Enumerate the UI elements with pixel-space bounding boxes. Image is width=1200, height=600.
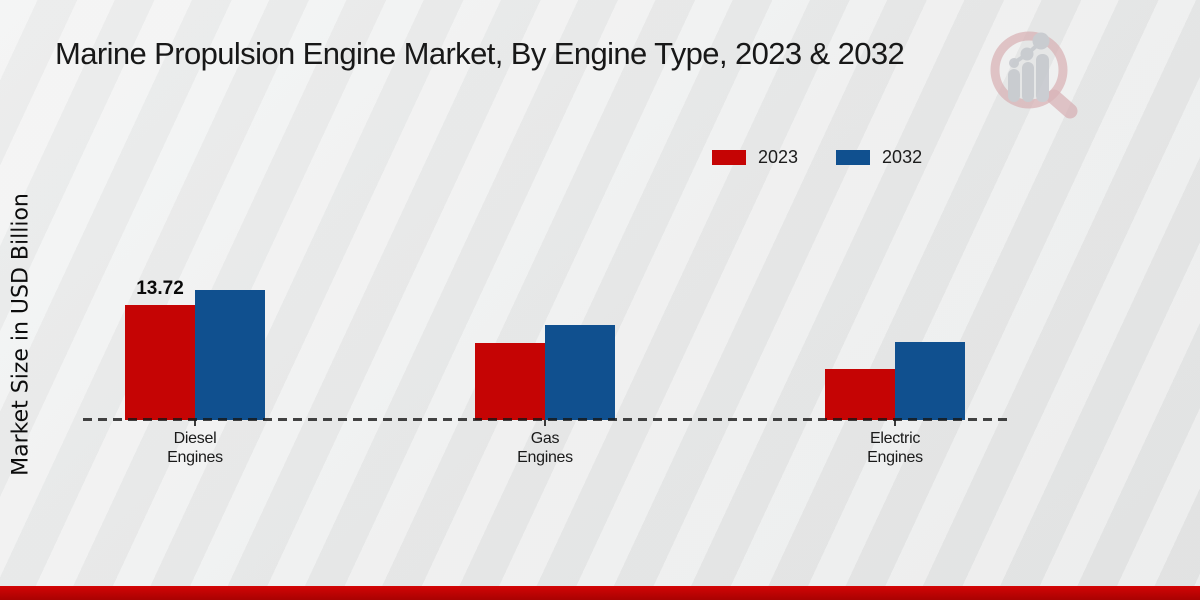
x-axis-tick [194,420,196,426]
legend-label: 2023 [758,147,799,167]
bar-diesel-engines-2023 [125,305,195,420]
legend-swatch-icon [712,150,746,165]
bar-value-label: 13.72 [136,278,184,299]
bar-gas-engines-2032 [545,325,615,420]
market-research-magnifier-logo-icon [988,18,1098,133]
footer-accent-bar [0,586,1200,600]
bar-gas-engines-2023 [475,343,545,420]
category-label-electric: Electric Engines [867,430,923,466]
zero-axis-dashed-line [83,418,1007,421]
bar-electric-engines-2023 [825,369,895,420]
legend-swatch-icon [836,150,871,165]
x-axis-tick [544,420,546,426]
legend-label: 2032 [882,147,923,167]
category-label-diesel: Diesel Engines [167,430,223,466]
chart-title: Marine Propulsion Engine Market, By Engi… [55,36,905,71]
legend: 2023 2032 [712,147,922,168]
bar-electric-engines-2032 [895,342,965,420]
legend-item-2032: 2032 [836,147,922,168]
legend-item-2023: 2023 [712,147,798,168]
bar-diesel-engines-2032 [195,290,265,420]
x-axis-tick [894,420,896,426]
category-label-gas: Gas Engines [517,430,573,466]
